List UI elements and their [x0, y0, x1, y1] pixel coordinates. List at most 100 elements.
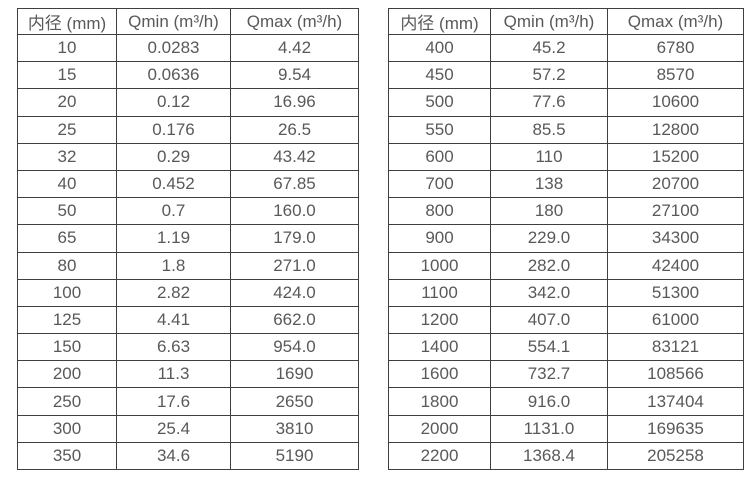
table-cell: 0.29 [116, 142, 231, 171]
table-body-left: 10 0.0283 4.42 15 0.0636 9.54 20 0.12 16.96 25 0.1… [17, 33, 359, 471]
header-qmin: Qmin (m³/h) [490, 8, 608, 35]
table-row: 2000 1131.0 169635 [388, 414, 744, 443]
table-cell: 27100 [607, 197, 744, 226]
table-cell: 407.0 [490, 305, 608, 335]
header-row: 内径 (mm) Qmin (m³/h) Qmax (m³/h) [17, 8, 359, 35]
table-row: 550 85.5 12800 [388, 115, 744, 144]
table-cell: 25 [17, 115, 117, 144]
table-cell: 0.0283 [116, 33, 231, 63]
table-cell: 17.6 [116, 387, 231, 416]
table-row: 20 0.12 16.96 [17, 88, 359, 117]
table-cell: 342.0 [490, 278, 608, 307]
table-cell: 138 [490, 169, 608, 199]
table-cell: 110 [490, 142, 608, 171]
table-cell: 424.0 [230, 278, 359, 307]
table-cell: 67.85 [230, 169, 359, 199]
table-cell: 4.41 [116, 305, 231, 335]
table-cell: 25.4 [116, 414, 231, 443]
table-cell: 2650 [230, 387, 359, 416]
table-cell: 1131.0 [490, 414, 608, 443]
table-cell: 57.2 [490, 61, 608, 90]
table-row: 125 4.41 662.0 [17, 305, 359, 335]
table-cell: 200 [17, 360, 117, 389]
table-cell: 61000 [607, 305, 744, 335]
table-row: 600 110 15200 [388, 142, 744, 171]
table-cell: 229.0 [490, 224, 608, 253]
table-cell: 11.3 [116, 360, 231, 389]
table-cell: 2.82 [116, 278, 231, 307]
table-cell: 16.96 [230, 88, 359, 117]
table-cell: 732.7 [490, 360, 608, 389]
table-cell: 50 [17, 197, 117, 226]
table-row: 100 2.82 424.0 [17, 278, 359, 307]
table-cell: 800 [388, 197, 491, 226]
table-row: 10 0.0283 4.42 [17, 33, 359, 63]
table-cell: 12800 [607, 115, 744, 144]
table-cell: 350 [17, 441, 117, 471]
table-row: 300 25.4 3810 [17, 414, 359, 443]
table-cell: 160.0 [230, 197, 359, 226]
table-cell: 0.12 [116, 88, 231, 117]
header-qmax: Qmax (m³/h) [607, 8, 744, 35]
table-cell: 1.8 [116, 251, 231, 280]
table-cell: 83121 [607, 333, 744, 362]
table-cell: 51300 [607, 278, 744, 307]
table-row: 32 0.29 43.42 [17, 142, 359, 171]
table-cell: 45.2 [490, 33, 608, 63]
table-row: 40 0.452 67.85 [17, 169, 359, 199]
table-cell: 1000 [388, 251, 491, 280]
table-cell: 125 [17, 305, 117, 335]
table-row: 200 11.3 1690 [17, 360, 359, 389]
table-cell: 43.42 [230, 142, 359, 171]
table-cell: 100 [17, 278, 117, 307]
table-cell: 900 [388, 224, 491, 253]
table-row: 1600 732.7 108566 [388, 360, 744, 389]
table-row: 1800 916.0 137404 [388, 387, 744, 416]
table-cell: 10600 [607, 88, 744, 117]
table-cell: 65 [17, 224, 117, 253]
table-cell: 250 [17, 387, 117, 416]
table-cell: 916.0 [490, 387, 608, 416]
table-cell: 179.0 [230, 224, 359, 253]
table-cell: 3810 [230, 414, 359, 443]
table-cell: 0.452 [116, 169, 231, 199]
table-cell: 77.6 [490, 88, 608, 117]
table-cell: 205258 [607, 441, 744, 471]
table-cell: 34300 [607, 224, 744, 253]
header-inner-diameter: 内径 (mm) [17, 8, 117, 35]
table-cell: 150 [17, 333, 117, 362]
table-cell: 10 [17, 33, 117, 63]
table-cell: 5190 [230, 441, 359, 471]
table-cell: 550 [388, 115, 491, 144]
header-qmax: Qmax (m³/h) [230, 8, 359, 35]
table-cell: 2000 [388, 414, 491, 443]
table-cell: 500 [388, 88, 491, 117]
table-cell: 2200 [388, 441, 491, 471]
table-row: 2200 1368.4 205258 [388, 441, 744, 471]
table-cell: 26.5 [230, 115, 359, 144]
table-cell: 40 [17, 169, 117, 199]
table-cell: 0.176 [116, 115, 231, 144]
table-cell: 180 [490, 197, 608, 226]
table-row: 450 57.2 8570 [388, 61, 744, 90]
table-row: 50 0.7 160.0 [17, 197, 359, 226]
header-inner-diameter: 内径 (mm) [388, 8, 491, 35]
table-cell: 300 [17, 414, 117, 443]
table-cell: 108566 [607, 360, 744, 389]
flow-spec-table-left: 内径 (mm) Qmin (m³/h) Qmax (m³/h) 10 0.0283… [17, 8, 359, 471]
table-cell: 1690 [230, 360, 359, 389]
table-cell: 1100 [388, 278, 491, 307]
table-cell: 700 [388, 169, 491, 199]
table-cell: 1600 [388, 360, 491, 389]
table-cell: 42400 [607, 251, 744, 280]
table-cell: 6780 [607, 33, 744, 63]
table-cell: 554.1 [490, 333, 608, 362]
flow-spec-table-right: 内径 (mm) Qmin (m³/h) Qmax (m³/h) 400 45.2 6… [388, 8, 744, 471]
table-row: 80 1.8 271.0 [17, 251, 359, 280]
table-cell: 282.0 [490, 251, 608, 280]
table-cell: 137404 [607, 387, 744, 416]
table-cell: 20700 [607, 169, 744, 199]
table-row: 150 6.63 954.0 [17, 333, 359, 362]
table-cell: 80 [17, 251, 117, 280]
